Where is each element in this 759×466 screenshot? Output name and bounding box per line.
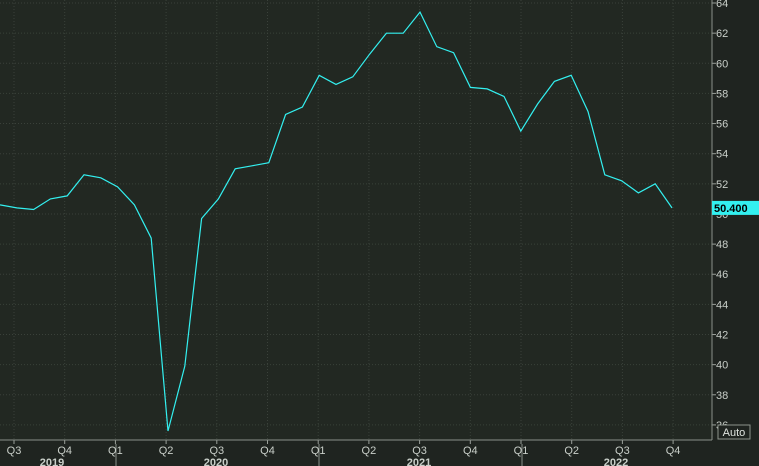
- year-label: 2021: [407, 457, 431, 466]
- x-tick-label: Q4: [463, 445, 478, 457]
- plot-area: [0, 0, 712, 440]
- year-label: 2020: [204, 457, 228, 466]
- x-tick-label: Q2: [362, 445, 377, 457]
- gridlines: [0, 0, 712, 440]
- x-tick-label: Q3: [615, 445, 630, 457]
- x-tick-label: Q4: [57, 445, 72, 457]
- auto-scale-label: Auto: [723, 427, 746, 439]
- year-label: 2022: [604, 457, 628, 466]
- y-tick-label: 54: [716, 149, 728, 161]
- auto-scale-button[interactable]: Auto: [717, 424, 751, 440]
- y-tick-label: 38: [716, 390, 728, 402]
- y-tick-label: 44: [716, 299, 728, 311]
- x-tick-label: Q2: [159, 445, 174, 457]
- series-line: [0, 10, 673, 432]
- last-value-box: [712, 200, 759, 215]
- y-tick-label: 64: [716, 0, 728, 10]
- y-tick-label: 48: [716, 239, 728, 251]
- last-value-label: 50.400: [714, 203, 748, 215]
- x-tick-label: Q4: [260, 445, 275, 457]
- y-tick-label: 62: [716, 28, 728, 40]
- x-tick-label: Q4: [666, 445, 681, 457]
- x-tick-label: Q1: [311, 445, 326, 457]
- x-tick-label: Q1: [108, 445, 123, 457]
- y-tick-label: 52: [716, 179, 728, 191]
- last-value-marker: 50.400: [712, 200, 759, 215]
- y-tick-label: 60: [716, 58, 728, 70]
- x-tick-label: Q1: [514, 445, 529, 457]
- y-tick-label: 42: [716, 330, 728, 342]
- y-tick-label: 56: [716, 119, 728, 131]
- year-label: 2019: [40, 457, 64, 466]
- x-tick-label: Q3: [412, 445, 427, 457]
- y-tick-label: 40: [716, 360, 728, 372]
- x-tick-label: Q2: [564, 445, 579, 457]
- y-tick-label: 46: [716, 269, 728, 281]
- y-axis-tick-labels: 363840424446485052545658606264: [716, 0, 728, 432]
- y-tick-label: 58: [716, 88, 728, 100]
- x-tick-label: Q3: [209, 445, 224, 457]
- x-tick-label: Q3: [7, 445, 22, 457]
